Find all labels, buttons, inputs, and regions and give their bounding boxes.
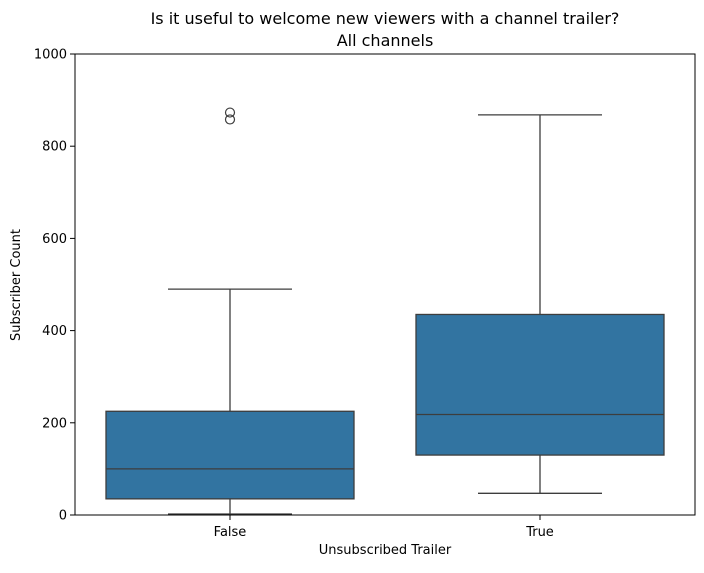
box-true bbox=[415, 313, 665, 456]
x-tick-label: False bbox=[214, 525, 247, 540]
outlier-point bbox=[224, 114, 236, 125]
plot-area: 0 200 400 600 800 1000 False True bbox=[34, 48, 665, 540]
y-tick-label: 600 bbox=[42, 232, 67, 247]
y-tick-label: 200 bbox=[42, 416, 67, 431]
x-tick-label: True bbox=[525, 525, 554, 540]
y-axis-label: Subscriber Count bbox=[9, 229, 24, 341]
chart-subtitle: All channels bbox=[337, 31, 434, 50]
y-tick-label: 1000 bbox=[34, 48, 67, 63]
outlier-point bbox=[224, 107, 236, 118]
y-tick-label: 400 bbox=[42, 324, 67, 339]
box-false bbox=[105, 410, 355, 500]
chart-title: Is it useful to welcome new viewers with… bbox=[151, 9, 620, 28]
x-axis-label: Unsubscribed Trailer bbox=[319, 543, 452, 558]
y-tick-label: 800 bbox=[42, 140, 67, 155]
plot-frame bbox=[74, 53, 696, 516]
y-tick-label: 0 bbox=[59, 509, 67, 524]
